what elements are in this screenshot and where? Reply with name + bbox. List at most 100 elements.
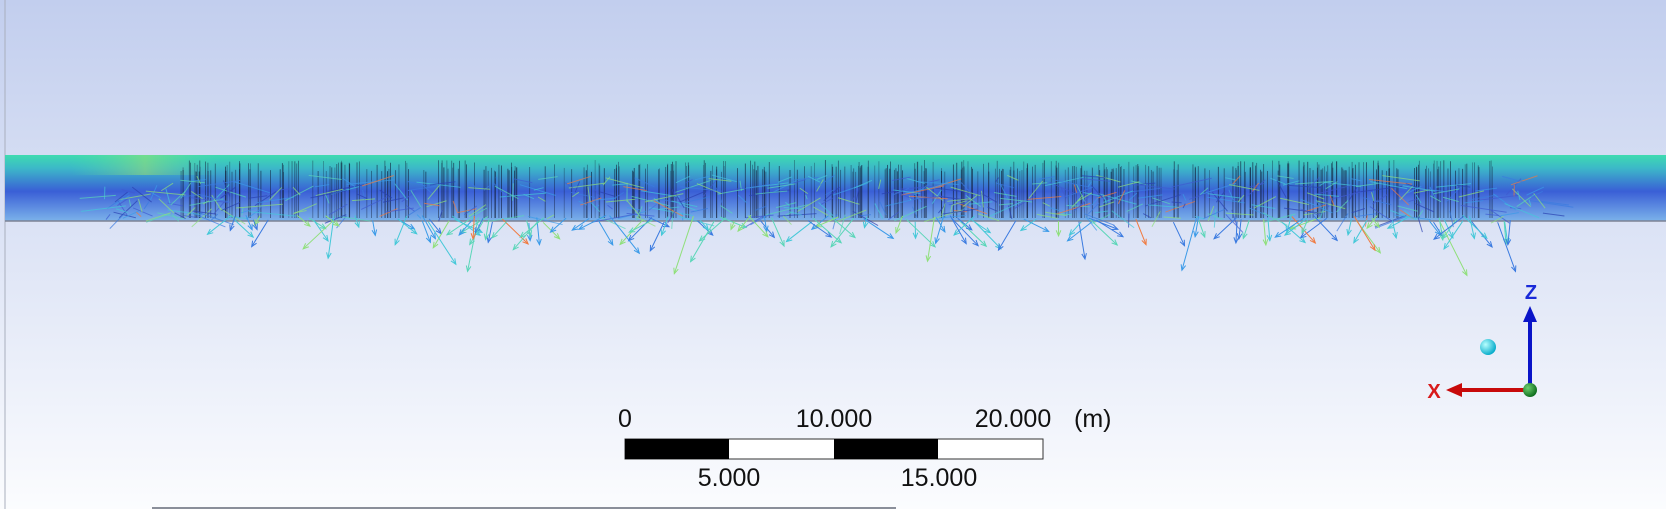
vector [131,186,152,203]
vector [149,185,158,201]
vector-head [469,238,475,246]
vector [1060,213,1072,216]
vector-head [251,240,257,248]
vector [792,179,806,184]
vector [1464,200,1484,204]
vector [702,178,719,198]
vector [1242,219,1250,239]
vector [1194,216,1205,220]
vector [394,183,408,201]
vector [1413,189,1430,194]
vector-head [627,234,635,242]
vector-head [252,223,258,231]
vector [1324,181,1362,187]
vector [1353,216,1376,251]
vector [220,186,236,199]
vector [832,182,869,196]
vector [427,185,440,200]
vector [1351,208,1365,214]
vector [1163,216,1181,219]
vector [464,205,478,216]
vector-head [247,231,255,238]
vector-head [430,232,437,240]
vector-head [862,221,869,229]
vector [183,215,198,218]
vector [892,187,910,196]
vector-head [698,235,706,242]
vector [416,214,422,219]
vector-head [1486,241,1493,248]
vector [117,200,128,216]
vector [1369,206,1395,223]
vector-head [814,222,822,228]
vector [1077,192,1093,202]
vector [1069,221,1082,236]
vector [1088,202,1100,215]
vector [79,194,116,199]
vector [105,214,111,220]
vector [1439,221,1468,276]
vector-head [1511,265,1517,273]
vector [527,215,563,226]
vector [362,189,366,200]
vector-head [1505,238,1512,247]
vector [699,217,727,242]
vector-head [486,236,493,244]
vector-head [326,252,332,260]
vector [987,206,998,212]
vector [609,215,640,254]
vector [785,201,791,207]
vector [825,189,834,196]
vector [192,210,217,215]
vector [1429,195,1442,203]
vector [485,219,490,240]
vector [950,186,981,197]
vector [1304,204,1327,213]
vector [538,176,558,180]
vector [874,203,884,219]
vector [308,174,342,180]
vector [416,181,461,188]
vector [1203,208,1225,220]
vector [1232,175,1241,185]
vector [361,175,395,187]
vector [1443,219,1454,239]
vector [1095,174,1121,183]
vector [1526,186,1545,196]
vector [1408,197,1420,203]
vector [1207,205,1215,222]
vector [1415,194,1422,204]
vector-head [887,233,895,240]
vector [468,187,491,190]
vector [1182,203,1186,209]
vector [191,208,213,228]
vector [428,218,442,234]
vector [372,220,376,236]
vector [136,211,142,217]
vector [1225,177,1236,181]
vector [754,205,768,211]
vector [763,216,768,232]
vector-head [763,225,769,233]
vector [1099,201,1115,208]
vector [1121,187,1161,194]
vector [570,191,596,198]
vector [968,201,993,205]
vector [293,203,317,215]
vector [1353,220,1368,244]
vector-head [1366,222,1373,230]
vector [1370,181,1408,190]
vector [970,218,991,234]
vector [999,183,1009,199]
vector [325,194,330,204]
vector [960,182,971,193]
vector [1281,222,1306,243]
vector-head [702,224,710,231]
vector [895,191,915,201]
vector-head [785,236,793,243]
vector [888,211,900,221]
axis-triad: Z X [1427,282,1537,403]
vector [829,215,856,238]
vector [1319,181,1327,187]
vector [190,197,229,204]
